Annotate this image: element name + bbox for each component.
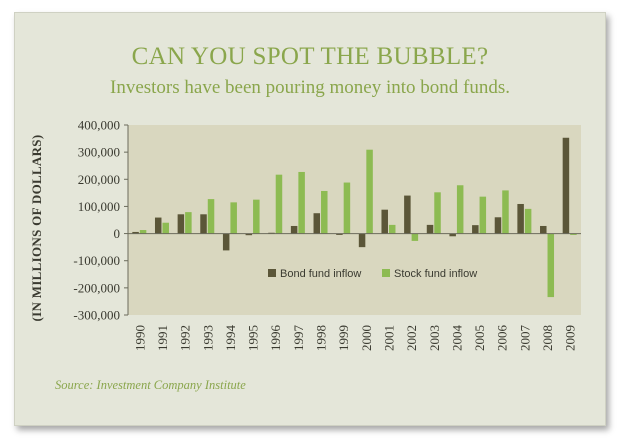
x-tick-label: 1997 bbox=[291, 325, 306, 352]
stock-fund-bar bbox=[343, 182, 351, 234]
bond-fund-bar bbox=[132, 231, 139, 234]
bond-fund-bar bbox=[517, 203, 524, 234]
stock-fund-bar bbox=[230, 202, 237, 234]
y-tick-label: 400,000 bbox=[78, 118, 120, 133]
legend-swatch-stock bbox=[382, 269, 390, 277]
chart-subtitle: Investors have been pouring money into b… bbox=[110, 77, 510, 98]
x-tick-label: 1995 bbox=[246, 325, 261, 351]
x-tick-label: 1992 bbox=[178, 325, 193, 351]
chart-title: CAN YOU SPOT THE BUBBLE? bbox=[131, 43, 489, 70]
stock-fund-bar bbox=[388, 224, 396, 234]
stock-fund-bar bbox=[547, 233, 555, 298]
plot-area bbox=[128, 125, 581, 315]
bond-fund-bar bbox=[562, 137, 570, 234]
bond-fund-bar bbox=[540, 225, 547, 234]
x-tick-label: 1999 bbox=[336, 325, 351, 351]
x-tick-label: 2007 bbox=[517, 325, 532, 352]
stock-fund-bar bbox=[434, 192, 441, 234]
y-tick-label: 300,000 bbox=[78, 145, 120, 160]
x-tick-label: 2006 bbox=[495, 325, 510, 352]
stock-fund-bar bbox=[162, 222, 169, 234]
stock-fund-bar bbox=[411, 233, 419, 241]
y-tick-label: 200,000 bbox=[78, 172, 120, 187]
stock-fund-bar bbox=[207, 199, 215, 234]
bond-fund-bar bbox=[290, 225, 298, 234]
x-tick-label: 2008 bbox=[540, 325, 555, 351]
x-tick-label: 1994 bbox=[223, 325, 238, 352]
x-tick-label: 1990 bbox=[132, 325, 147, 351]
bond-fund-bar bbox=[313, 213, 321, 234]
bond-fund-bar bbox=[222, 233, 230, 251]
x-tick-label: 2002 bbox=[404, 325, 419, 351]
stock-fund-bar bbox=[321, 190, 328, 234]
stock-fund-bar bbox=[253, 199, 260, 234]
y-tick-label: 0 bbox=[114, 226, 121, 241]
x-tick-label: 2000 bbox=[359, 325, 374, 351]
y-tick-label: -100,000 bbox=[73, 253, 120, 268]
x-tick-label: 2004 bbox=[449, 325, 464, 352]
y-axis-title: (IN MILLIONS OF DOLLARS) bbox=[29, 135, 44, 322]
stock-fund-bar bbox=[524, 208, 532, 234]
stock-fund-bar bbox=[139, 230, 147, 234]
stock-fund-bar bbox=[456, 185, 464, 234]
bond-fund-bar bbox=[426, 224, 434, 234]
bond-fund-bar bbox=[404, 195, 411, 234]
x-tick-label: 2009 bbox=[563, 325, 578, 351]
stock-fund-bar bbox=[570, 233, 577, 235]
legend-label-bond: Bond fund inflow bbox=[280, 268, 361, 280]
y-tick-label: -300,000 bbox=[73, 308, 120, 323]
stock-fund-bar bbox=[502, 190, 509, 234]
chart-source: Source: Investment Company Institute bbox=[55, 378, 246, 392]
x-tick-label: 2005 bbox=[472, 325, 487, 351]
stock-fund-bar bbox=[479, 196, 487, 234]
y-tick-label: -200,000 bbox=[73, 280, 120, 295]
bond-fund-bar bbox=[472, 225, 479, 234]
stock-fund-bar bbox=[185, 212, 192, 234]
legend-swatch-bond bbox=[268, 269, 276, 277]
bond-fund-bar bbox=[358, 233, 366, 248]
y-tick-label: 100,000 bbox=[78, 199, 120, 214]
x-tick-label: 2003 bbox=[427, 325, 442, 351]
bond-fund-bar bbox=[494, 217, 502, 234]
bond-fund-bar bbox=[336, 233, 343, 235]
x-tick-label: 2001 bbox=[381, 325, 396, 351]
x-tick-label: 1993 bbox=[200, 325, 215, 351]
x-tick-label: 1991 bbox=[155, 325, 170, 351]
stock-fund-bar bbox=[298, 171, 305, 234]
bond-fund-bar bbox=[245, 233, 253, 236]
stock-fund-bar bbox=[275, 174, 283, 234]
bond-fund-bar bbox=[449, 233, 456, 237]
bond-fund-bar bbox=[177, 214, 185, 234]
legend-label-stock: Stock fund inflow bbox=[394, 268, 477, 280]
x-tick-label: 1998 bbox=[314, 325, 329, 351]
bond-fund-bar bbox=[381, 209, 388, 234]
x-tick-label: 1996 bbox=[268, 325, 283, 352]
stock-fund-bar bbox=[366, 149, 373, 234]
bond-fund-bar bbox=[154, 217, 162, 234]
bond-fund-bar bbox=[200, 214, 207, 234]
